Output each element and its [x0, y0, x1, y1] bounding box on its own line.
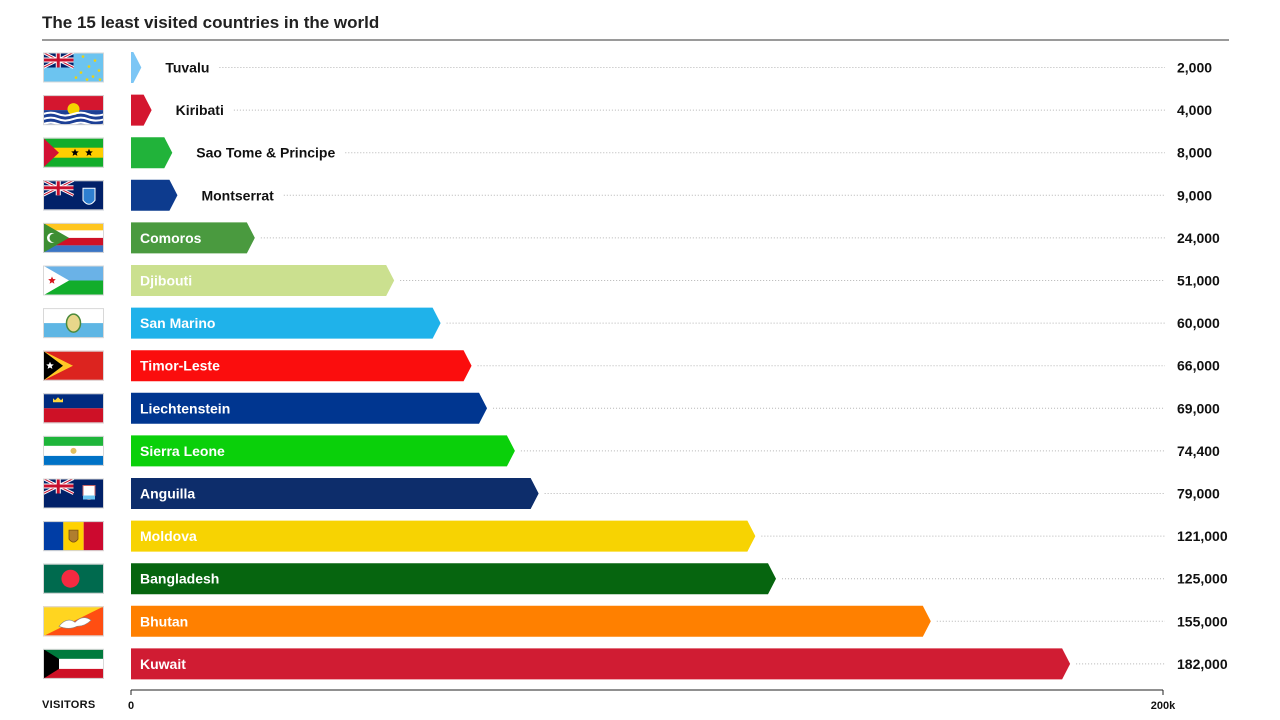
- bar: [131, 648, 1071, 680]
- moldova-flag-icon: [43, 521, 104, 552]
- liechtenstein-flag-icon: [43, 393, 104, 424]
- san-marino-flag-icon: [43, 308, 104, 339]
- bar: [131, 478, 539, 509]
- bar: [131, 52, 142, 83]
- value-label: 74,400: [1177, 443, 1220, 459]
- bar-label: Djibouti: [140, 273, 192, 289]
- bangladesh-flag-icon: [43, 563, 104, 594]
- x-tick-label: 200k: [1151, 700, 1176, 712]
- bar: [131, 307, 441, 339]
- bar: [131, 179, 178, 211]
- kiribati-flag-icon: [43, 95, 104, 126]
- bar-label: Montserrat: [201, 187, 274, 203]
- bar: [131, 350, 472, 382]
- bar-label: Anguilla: [140, 486, 195, 502]
- bar: [131, 392, 488, 424]
- value-label: 155,000: [1177, 613, 1228, 629]
- tuvalu-flag-icon: [43, 52, 104, 83]
- value-label: 4,000: [1177, 102, 1212, 118]
- value-label: 8,000: [1177, 145, 1212, 161]
- value-label: 60,000: [1177, 315, 1220, 331]
- bar: [131, 222, 255, 254]
- timor-leste-flag-icon: [43, 350, 104, 381]
- value-label: 51,000: [1177, 273, 1220, 289]
- bar-label: Liechtenstein: [140, 400, 230, 416]
- value-label: 125,000: [1177, 571, 1228, 587]
- value-label: 69,000: [1177, 400, 1220, 416]
- kuwait-flag-icon: [43, 648, 104, 679]
- bar: [131, 520, 756, 552]
- bar: [131, 137, 173, 169]
- montserrat-flag-icon: [43, 180, 104, 211]
- bar-label: Kiribati: [176, 102, 224, 118]
- bar: [131, 563, 776, 595]
- bar: [131, 605, 931, 637]
- value-label: 9,000: [1177, 187, 1212, 203]
- bar-label: Sao Tome & Principe: [196, 145, 335, 161]
- value-label: 79,000: [1177, 486, 1220, 502]
- sierra-leone-flag-icon: [43, 435, 104, 466]
- bhutan-flag-icon: [43, 606, 104, 637]
- value-label: 2,000: [1177, 60, 1212, 76]
- djibouti-flag-icon: [43, 265, 104, 296]
- x-axis-label: VISITORS: [42, 699, 96, 711]
- bar-label: Bhutan: [140, 613, 188, 629]
- bar-label: Moldova: [140, 528, 197, 544]
- bar-label: Sierra Leone: [140, 443, 225, 459]
- value-label: 24,000: [1177, 230, 1220, 246]
- bar-label: Timor-Leste: [140, 358, 220, 374]
- anguilla-flag-icon: [43, 478, 104, 509]
- bar: [131, 265, 395, 296]
- title-divider: [42, 39, 1229, 41]
- bar-label: Kuwait: [140, 656, 186, 672]
- value-label: 66,000: [1177, 358, 1220, 374]
- value-label: 182,000: [1177, 656, 1228, 672]
- bar: [131, 94, 152, 126]
- value-label: 121,000: [1177, 528, 1228, 544]
- chart-title: The 15 least visited countries in the wo…: [42, 13, 380, 32]
- bar-label: Tuvalu: [165, 60, 209, 76]
- bar-label: San Marino: [140, 315, 215, 331]
- x-tick-label: 0: [128, 700, 134, 712]
- sao-tome-flag-icon: [43, 137, 104, 168]
- bar-label: Bangladesh: [140, 571, 219, 587]
- comoros-flag-icon: [43, 222, 104, 253]
- bar-label: Comoros: [140, 230, 202, 246]
- bar: [131, 435, 515, 467]
